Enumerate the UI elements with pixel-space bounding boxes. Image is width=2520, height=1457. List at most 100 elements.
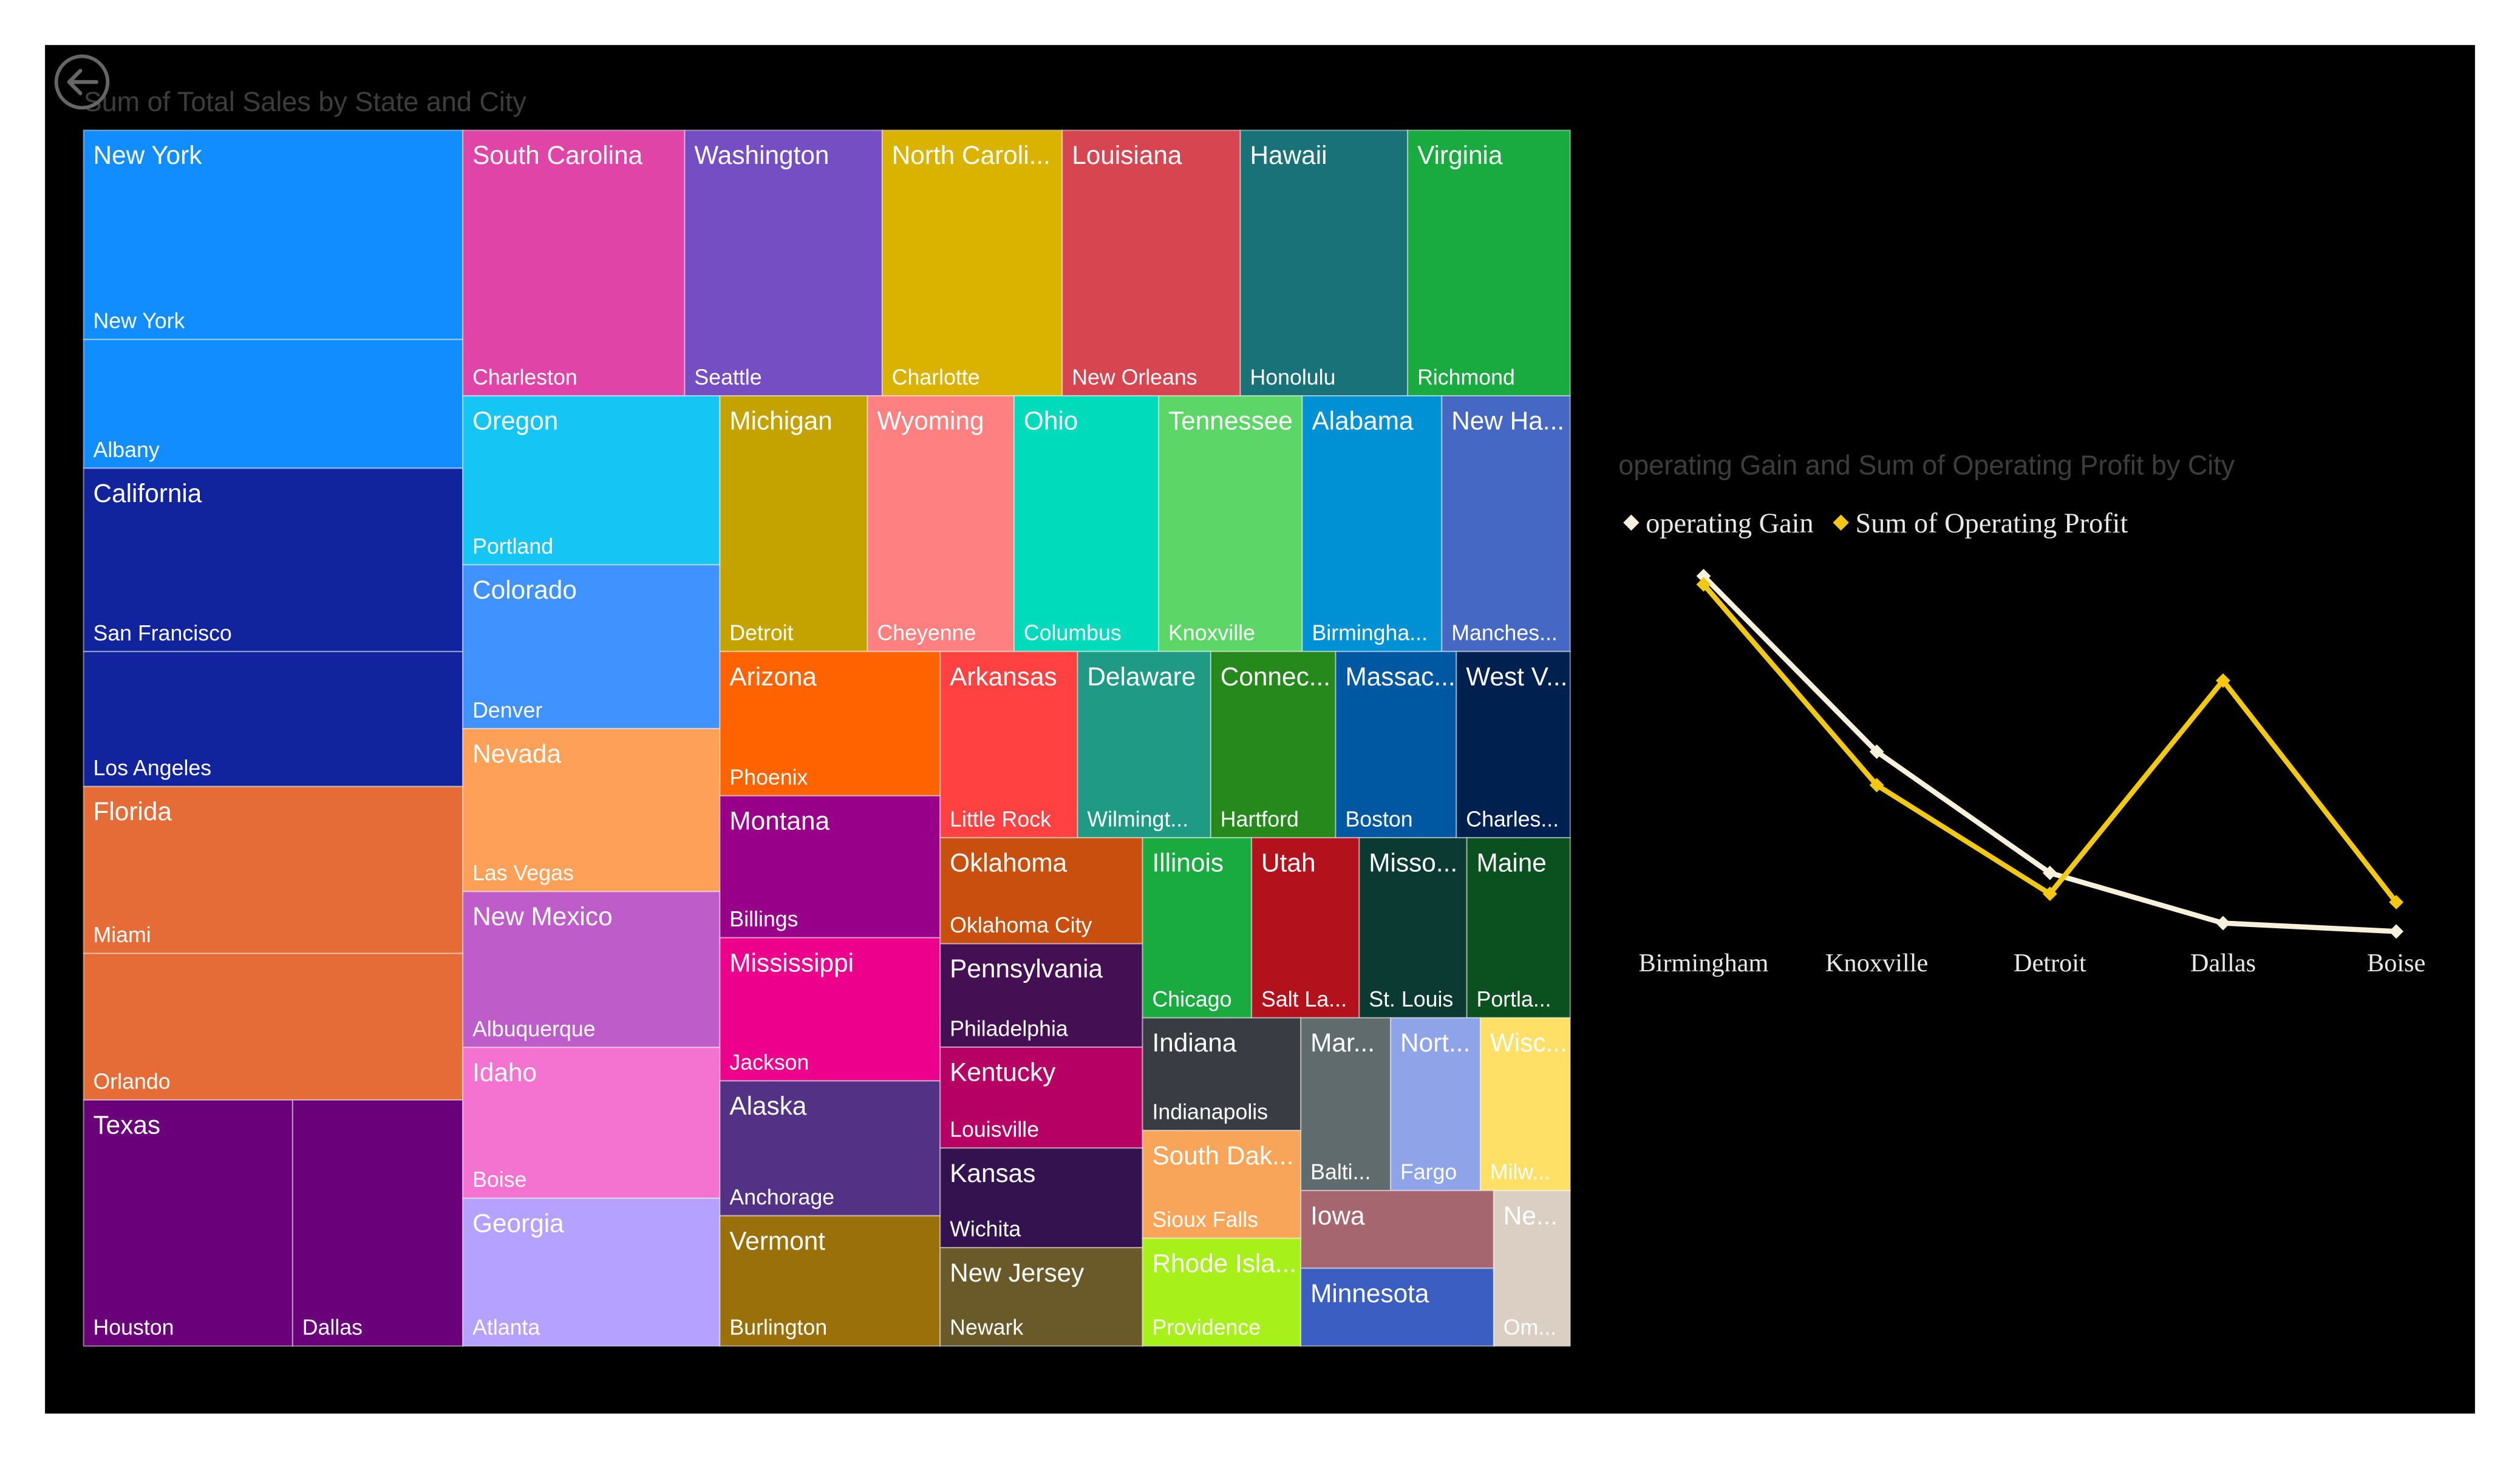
state-label: Illinois xyxy=(1152,849,1224,877)
treemap-tile xyxy=(462,1047,721,1199)
state-label: Pennsylvania xyxy=(950,954,1103,983)
treemap-tile xyxy=(719,1215,941,1347)
treemap-tile xyxy=(1390,1017,1482,1192)
city-label: Sioux Falls xyxy=(1152,1207,1258,1232)
treemap-tile xyxy=(684,129,883,397)
point-marker xyxy=(2389,895,2404,910)
city-label: Phoenix xyxy=(729,765,808,789)
treemap-tile xyxy=(1407,129,1571,397)
state-label: Idaho xyxy=(472,1058,537,1087)
city-label: Las Vegas xyxy=(472,861,574,885)
state-label: Alabama xyxy=(1312,407,1414,435)
city-label: Houston xyxy=(94,1316,174,1340)
city-label: Wichita xyxy=(950,1217,1021,1241)
treemap-tile xyxy=(1456,651,1571,839)
state-label: Iowa xyxy=(1310,1201,1365,1230)
treemap-tile xyxy=(462,129,686,397)
city-label: Wilmingt... xyxy=(1087,807,1188,831)
city-label: Albuquerque xyxy=(472,1017,596,1041)
treemap-tile xyxy=(462,564,721,730)
treemap-tile xyxy=(462,728,721,892)
treemap-tile xyxy=(1142,1017,1302,1132)
city-label: Indianapolis xyxy=(1152,1100,1268,1124)
city-label: Chicago xyxy=(1152,987,1231,1011)
treemap-tile xyxy=(1493,1190,1571,1347)
state-label: Virginia xyxy=(1417,141,1503,169)
city-label: Richmond xyxy=(1417,365,1515,390)
state-label: Florida xyxy=(94,797,172,826)
state-label: Mississippi xyxy=(729,948,854,977)
state-label: Utah xyxy=(1261,849,1315,877)
treemap-title: Sum of Total Sales by State and City xyxy=(84,86,527,117)
state-label: California xyxy=(94,479,202,508)
treemap-tile xyxy=(1142,837,1253,1019)
city-label: Om... xyxy=(1503,1316,1556,1340)
treemap-tile xyxy=(939,1147,1143,1249)
city-label: Miami xyxy=(94,923,151,947)
treemap-tile xyxy=(83,339,464,469)
treemap-tile xyxy=(1158,395,1303,653)
treemap-tile xyxy=(1301,395,1443,653)
treemap: New York Albany New York San Francisco Los A… xyxy=(83,129,1571,1347)
point-marker xyxy=(1696,577,1711,592)
state-label: Nevada xyxy=(472,739,561,768)
treemap-tile xyxy=(1013,395,1160,653)
city-label: Jackson xyxy=(729,1050,809,1075)
state-label: Ne... xyxy=(1503,1201,1558,1230)
treemap-tile xyxy=(1479,1017,1571,1192)
treemap-tile xyxy=(867,395,1015,653)
state-label: Alaska xyxy=(729,1092,807,1120)
city-label: Philadelphia xyxy=(950,1016,1068,1041)
treemap-tile xyxy=(1466,837,1571,1019)
city-label: Anchorage xyxy=(729,1185,834,1209)
treemap-tile xyxy=(1300,1017,1392,1192)
state-label: Kansas xyxy=(950,1159,1035,1187)
state-label: Montana xyxy=(729,806,829,835)
state-label: Minnesota xyxy=(1310,1279,1429,1308)
treemap-tile xyxy=(719,651,941,796)
treemap-tile xyxy=(719,395,868,653)
state-label: Washington xyxy=(694,141,829,169)
city-label: New York xyxy=(94,309,185,333)
point-marker xyxy=(1869,778,1884,793)
state-label: Arizona xyxy=(729,662,817,691)
treemap-tile xyxy=(83,129,464,341)
treemap-tile xyxy=(291,1099,464,1347)
city-label: Honolulu xyxy=(1250,365,1335,390)
treemap-tile xyxy=(939,651,1078,839)
treemap-tile xyxy=(462,1197,721,1347)
city-label: Fargo xyxy=(1400,1160,1457,1184)
point-marker xyxy=(1869,744,1884,759)
treemap-tile xyxy=(83,467,464,653)
line-chart-title: operating Gain and Sum of Operating Prof… xyxy=(1618,449,2235,480)
state-label: New Jersey xyxy=(950,1258,1085,1287)
city-label: Boston xyxy=(1345,807,1412,831)
treemap-tile xyxy=(881,129,1063,397)
treemap-tile xyxy=(939,837,1143,945)
treemap-tile xyxy=(1300,1190,1494,1269)
treemap-tile xyxy=(939,1046,1143,1149)
state-label: South Carolina xyxy=(472,141,643,169)
state-label: Indiana xyxy=(1152,1028,1236,1057)
state-label: Maine xyxy=(1477,849,1547,877)
state-label: South Dak... xyxy=(1152,1141,1293,1170)
x-tick-label: Boise xyxy=(2367,949,2425,977)
city-label: Cheyenne xyxy=(877,621,976,645)
state-label: Rhode Isla... xyxy=(1152,1249,1296,1277)
state-label: Arkansas xyxy=(950,662,1057,691)
state-label: Connec... xyxy=(1221,662,1330,691)
city-label: St. Louis xyxy=(1369,987,1453,1011)
treemap-tile xyxy=(719,795,941,939)
city-label: Charlotte xyxy=(892,365,980,390)
treemap-tile xyxy=(939,1247,1143,1347)
city-label: San Francisco xyxy=(94,621,232,645)
city-label: Portland xyxy=(472,534,553,559)
state-label: West V... xyxy=(1466,662,1567,691)
city-label: Knoxville xyxy=(1168,621,1255,645)
treemap-tile xyxy=(1142,1237,1302,1347)
back-button[interactable] xyxy=(54,54,110,110)
city-label: Portla... xyxy=(1477,987,1551,1011)
legend-label: operating Gain xyxy=(1646,508,1813,539)
state-label: Hawaii xyxy=(1250,141,1327,169)
